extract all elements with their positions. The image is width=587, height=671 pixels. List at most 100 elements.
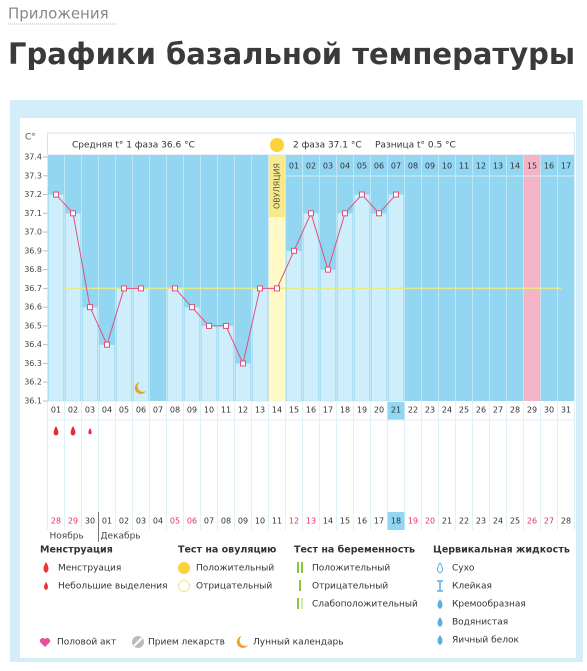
bar xyxy=(235,363,251,402)
date-label: 17 xyxy=(374,517,384,526)
x-tick-label: 31 xyxy=(561,406,571,415)
y-tick-label: 36.6 xyxy=(24,303,42,312)
x-tick-label: 04 xyxy=(102,406,112,415)
date-label: 04 xyxy=(153,517,163,526)
x-tick-label: 30 xyxy=(544,406,554,415)
legend-icon xyxy=(437,599,443,609)
bar xyxy=(371,213,387,402)
temperature-point xyxy=(308,210,314,217)
x-tick-label: 17 xyxy=(323,406,333,415)
x-tick-label: 10 xyxy=(204,406,214,415)
x-tick-label: 19 xyxy=(357,406,367,415)
legend-icon xyxy=(133,637,143,647)
x-tick-label: 23 xyxy=(425,406,435,415)
bar xyxy=(167,288,183,402)
temperature-point xyxy=(274,285,280,292)
temperature-point xyxy=(257,285,263,292)
x-tick-label: 24 xyxy=(442,406,452,415)
legend-heading: Тест на беременность xyxy=(294,545,415,556)
date-label: 12 xyxy=(289,517,299,526)
y-tick-label: 37.4 xyxy=(24,153,42,162)
date-label: 29 xyxy=(68,517,78,526)
date-label: 10 xyxy=(255,517,265,526)
x-tick-label: 18 xyxy=(340,406,350,415)
legend-item: Кремообразная xyxy=(452,600,526,610)
ovulation-label-bg xyxy=(268,155,286,217)
temperature-point xyxy=(342,210,348,217)
legend-icon xyxy=(39,638,51,647)
breadcrumb[interactable]: Приложения xyxy=(8,5,109,23)
temperature-point xyxy=(393,191,399,198)
month-label: Ноябрь xyxy=(50,532,84,542)
legend-item: Сухо xyxy=(452,564,475,574)
legend: Менструация Менструация Небольшие выделе… xyxy=(39,545,570,648)
phase2-day-label: 09 xyxy=(425,162,435,171)
legend-item: Отрицательный xyxy=(312,582,388,592)
y-tick-label: 37.3 xyxy=(24,171,42,180)
legend-heading: Тест на овуляцию xyxy=(178,545,276,556)
phase2-day-label: 16 xyxy=(544,162,554,171)
date-label: 28 xyxy=(561,517,571,526)
x-tick-label: 29 xyxy=(527,406,537,415)
phase2-day-label: 04 xyxy=(340,162,350,171)
temperature-point xyxy=(172,285,178,292)
date-label: 25 xyxy=(510,517,520,526)
legend-item: Слабоположительный xyxy=(312,600,418,610)
menstruation-drop xyxy=(70,426,76,436)
legend-item: Половой акт xyxy=(57,638,116,648)
bar xyxy=(82,306,98,402)
ovulation-label: ОВУЛЯЦИЯ xyxy=(273,163,282,209)
date-label: 11 xyxy=(272,517,282,526)
bar xyxy=(252,288,268,402)
y-tick-label: 36.1 xyxy=(24,397,42,406)
temperature-point xyxy=(138,285,144,292)
temperature-point xyxy=(189,304,195,311)
x-tick-label: 21 xyxy=(391,406,401,415)
x-tick-label: 08 xyxy=(170,406,180,415)
legend-icon xyxy=(437,580,443,592)
legend-item: Лунный календарь xyxy=(253,638,344,648)
x-tick-label: 01 xyxy=(51,406,61,415)
phase2-text: 2 фаза 37.1 °C xyxy=(293,141,362,151)
temperature-point xyxy=(376,210,382,217)
phase2-day-label: 13 xyxy=(493,162,503,171)
bar xyxy=(99,344,115,402)
date-label: 20 xyxy=(425,517,435,526)
date-label: 05 xyxy=(170,517,180,526)
bar xyxy=(303,213,319,402)
phase2-day-label: 14 xyxy=(510,162,520,171)
x-tick-label: 05 xyxy=(119,406,129,415)
phase1-text: Средняя t° 1 фаза 36.6 °C xyxy=(72,141,195,151)
phase2-day-label: 17 xyxy=(561,162,571,171)
legend-item: Положительный xyxy=(196,564,274,574)
date-label: 01 xyxy=(102,517,112,526)
legend-item: Клейкая xyxy=(452,582,492,592)
x-tick-label: 12 xyxy=(238,406,248,415)
legend-icon xyxy=(236,636,248,648)
date-label: 09 xyxy=(238,517,248,526)
menstruation-drop xyxy=(53,426,59,436)
bar xyxy=(286,250,302,402)
moon-icon xyxy=(134,382,146,394)
legend-icon xyxy=(44,582,48,590)
x-tick-label: 13 xyxy=(255,406,265,415)
date-label: 16 xyxy=(357,517,367,526)
legend-heading: Цервикальная жидкость xyxy=(433,545,570,556)
x-tick-label: 07 xyxy=(153,406,163,415)
page-title: Графики базальной температуры xyxy=(8,37,575,71)
legend-item: Прием лекарств xyxy=(148,638,225,648)
legend-item: Положительный xyxy=(312,564,390,574)
phase2-day-label: 10 xyxy=(442,162,452,171)
date-label: 24 xyxy=(493,517,503,526)
x-tick-label: 14 xyxy=(272,406,282,415)
date-label: 02 xyxy=(119,517,129,526)
legend-item: Небольшие выделения xyxy=(58,582,168,592)
phase2-day-label: 07 xyxy=(391,162,401,171)
x-tick-label: 15 xyxy=(289,406,299,415)
temperature-point xyxy=(53,191,59,198)
date-label: 07 xyxy=(204,517,214,526)
phase2-day-label: 11 xyxy=(459,162,469,171)
phase2-day-label: 12 xyxy=(476,162,486,171)
y-tick-label: 37.1 xyxy=(24,209,42,218)
